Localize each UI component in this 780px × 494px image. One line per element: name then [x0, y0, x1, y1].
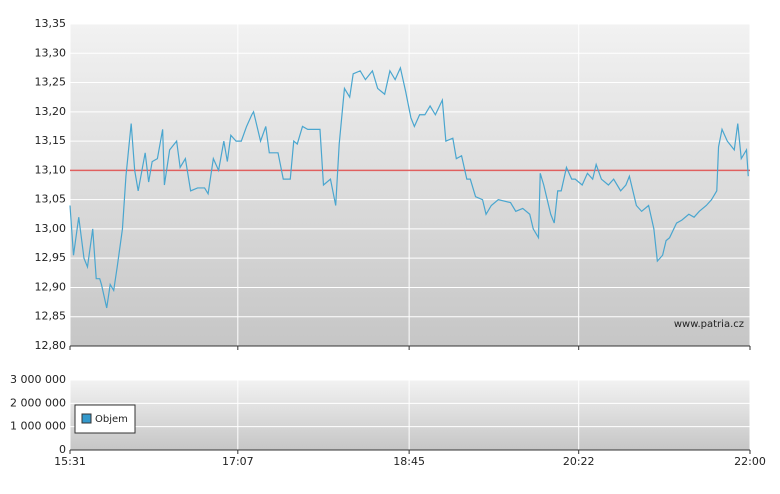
- x-tick-label: 20:22: [563, 455, 595, 468]
- x-tick-label: 18:45: [393, 455, 425, 468]
- y-tick-label: 13,00: [35, 222, 67, 235]
- y-tick-label: 3 000 000: [10, 373, 66, 386]
- y-tick-label: 13,30: [35, 46, 67, 59]
- price-line: [69, 66, 749, 309]
- y-tick-label: 2 000 000: [10, 396, 66, 409]
- legend: Objem: [74, 404, 136, 434]
- y-tick-label: 0: [59, 443, 66, 456]
- legend-label: Objem: [95, 414, 128, 425]
- y-tick-label: 12,95: [35, 251, 67, 264]
- y-tick-label: 1 000 000: [10, 420, 66, 433]
- y-tick-label: 13,10: [35, 163, 67, 176]
- x-tick-label: 22:00: [734, 455, 766, 468]
- y-tick-label: 12,85: [35, 310, 67, 323]
- y-tick-label: 12,80: [35, 339, 67, 352]
- watermark: www.patria.cz: [674, 319, 744, 330]
- y-tick-label: 13,20: [35, 105, 67, 118]
- y-tick-label: 12,90: [35, 280, 67, 293]
- volume-plot-area: [70, 380, 750, 450]
- chart-layer: 12,80 12,85 12,90 12,95 13,00 13,05 13,10 13,15…: [10, 17, 766, 468]
- y-tick-label: 13,05: [35, 193, 67, 206]
- y-tick-label: 13,35: [35, 17, 67, 30]
- price-plot-area: [70, 24, 750, 346]
- legend-swatch: [81, 413, 92, 424]
- x-tick-label: 15:31: [54, 455, 86, 468]
- y-tick-label: 13,15: [35, 134, 67, 147]
- y-tick-label: 13,25: [35, 76, 67, 89]
- x-tick-label: 17:07: [222, 455, 254, 468]
